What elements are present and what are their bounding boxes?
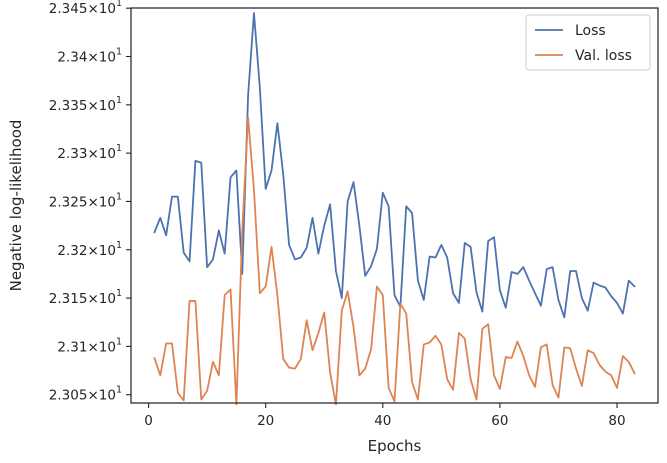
x-tick-label: 0 xyxy=(144,413,153,429)
y-axis-label: Negative log-likelihood xyxy=(7,120,25,292)
series-layer xyxy=(153,12,636,406)
y-tick-label: 2.31×101 xyxy=(57,336,122,355)
legend: Loss Val. loss xyxy=(525,14,651,71)
legend-box xyxy=(525,14,651,71)
x-tick-label: 40 xyxy=(374,413,391,429)
legend-loss-label: Loss xyxy=(575,23,606,39)
x-tick-label: 60 xyxy=(491,413,508,429)
y-tick-label: 2.345×101 xyxy=(49,0,122,17)
x-tick-label: 20 xyxy=(257,413,274,429)
y-tick-label: 2.335×101 xyxy=(49,95,122,114)
plot-background xyxy=(131,8,658,403)
legend-val-loss-label: Val. loss xyxy=(575,48,632,64)
y-tick-label: 2.315×101 xyxy=(49,288,122,307)
y-tick-label: 2.34×101 xyxy=(57,47,122,66)
y-tick-label: 2.32×101 xyxy=(57,240,122,259)
y-tick-label: 2.305×101 xyxy=(49,385,122,404)
plot-frame xyxy=(130,7,659,404)
x-axis: 0 20 40 60 80 xyxy=(144,403,626,429)
x-axis-label: Epochs xyxy=(368,437,422,455)
y-axis: 2.305×101 2.31×101 2.315×101 2.32×101 2.325×… xyxy=(49,0,131,404)
y-tick-label: 2.325×101 xyxy=(49,191,122,210)
series-line-val-loss xyxy=(153,116,636,406)
series-line-loss xyxy=(153,12,636,319)
y-tick-label: 2.33×101 xyxy=(57,143,122,162)
x-tick-label: 80 xyxy=(608,413,625,429)
